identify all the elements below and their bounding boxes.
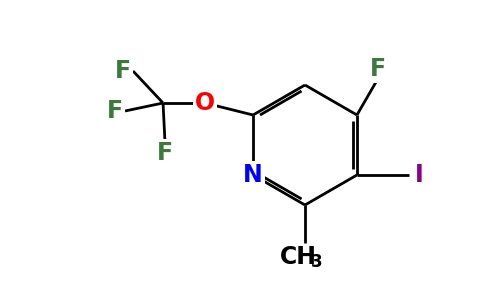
Text: I: I — [415, 163, 424, 187]
Text: F: F — [370, 57, 386, 81]
Text: F: F — [115, 59, 131, 83]
Text: O: O — [195, 91, 215, 115]
Text: CH: CH — [279, 245, 317, 269]
Text: F: F — [107, 99, 123, 123]
Text: F: F — [157, 141, 173, 165]
Text: 3: 3 — [311, 253, 323, 271]
Text: N: N — [243, 163, 263, 187]
